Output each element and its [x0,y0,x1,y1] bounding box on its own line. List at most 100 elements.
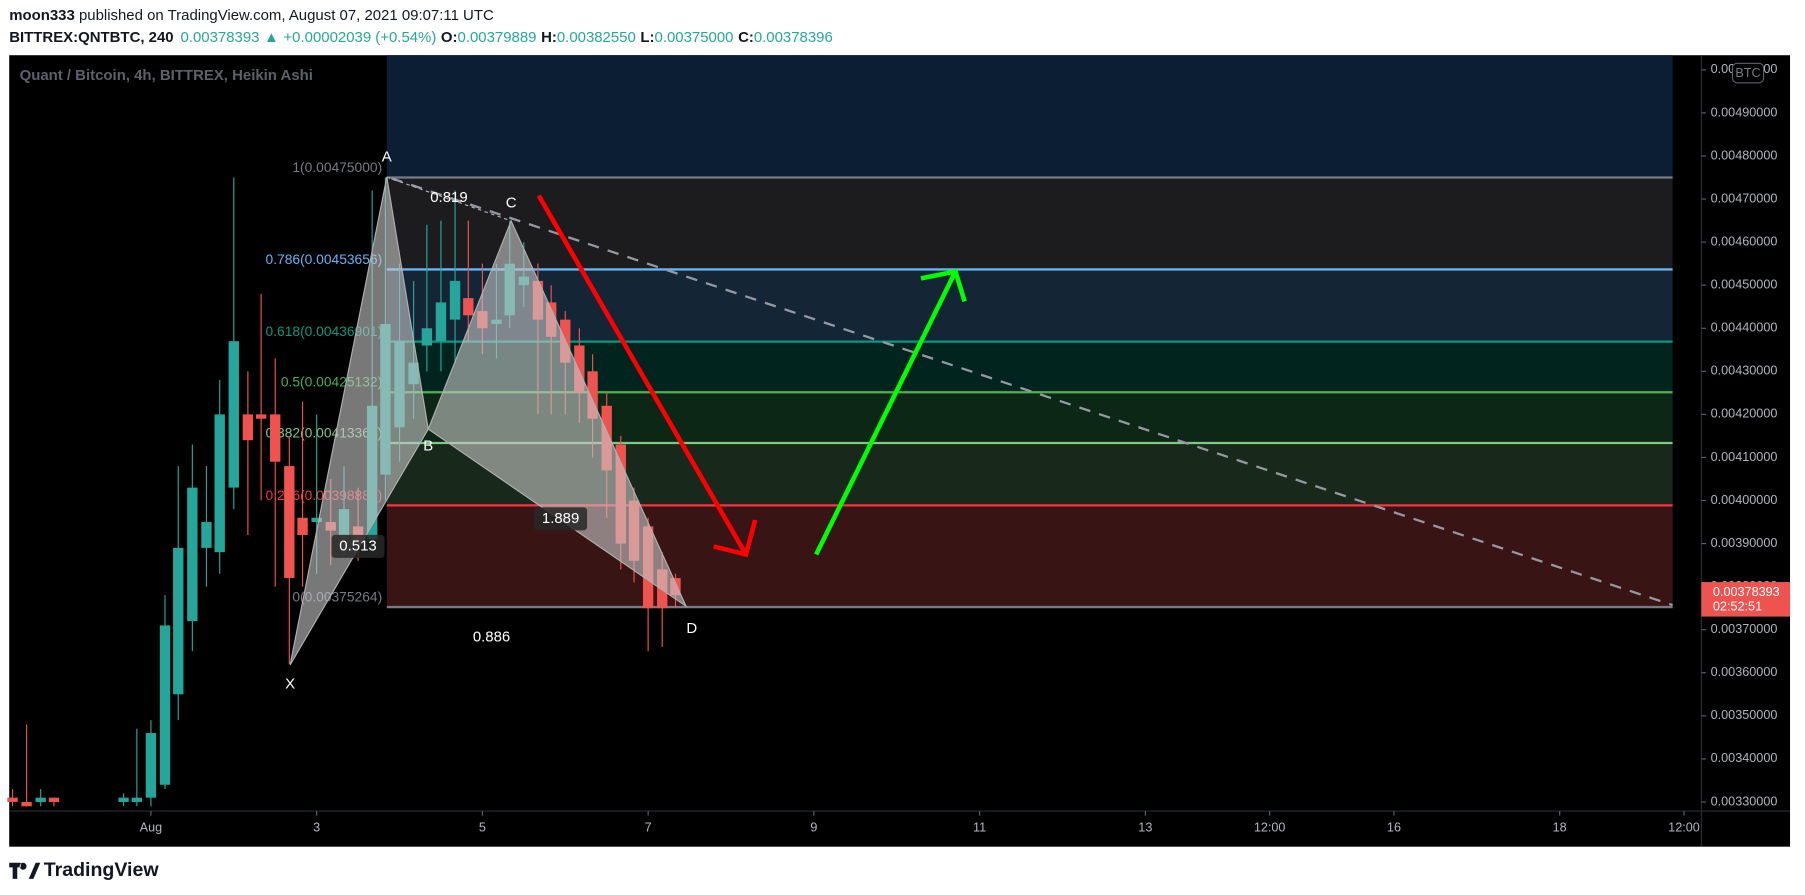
candle-body [255,414,267,419]
x-tick-label: 3 [313,821,320,835]
ratio-label: 0.886 [473,628,510,645]
y-tick-label: 0.00350000 [1711,708,1778,722]
y-tick-label: 0.00460000 [1711,234,1778,248]
trend-line [391,177,1673,607]
published: published on TradingView.com, August 07,… [75,7,494,24]
y-tick-label: 0.00440000 [1711,321,1778,335]
candle-body [214,414,225,553]
x-tick-label: 11 [973,821,986,835]
y-tick-label: 0.00340000 [1711,751,1778,765]
x-tick-label: 13 [1138,821,1152,835]
y-tick-label: 0.00470000 [1711,191,1778,205]
candle-body [587,371,598,419]
ratio-label: 0.819 [430,189,467,206]
y-tick-label: 0.00410000 [1711,450,1778,464]
candle-body [7,797,18,802]
ohlc-value: 0.00382550 [557,29,636,46]
point-label: X [285,675,295,692]
fib-band [386,177,1673,270]
point-label: B [423,437,433,454]
author: moon333 [9,7,75,24]
x-tick-label: 18 [1553,821,1567,835]
y-tick-label: 0.00330000 [1711,794,1778,808]
brand: TradingView [44,859,160,881]
ohlc-value: 0.00375000 [655,29,734,46]
fib-label: 1(0.00475000) [292,160,382,175]
change: +0.00002039 (+0.54%) [283,29,436,46]
y-tick-label: 0.00370000 [1711,622,1778,636]
fib-extension-band [386,55,1673,178]
candle-body [173,547,184,695]
candle-body [35,797,46,802]
y-tick-label: 0.00400000 [1711,493,1778,507]
candle-body [118,797,129,802]
x-tick-label: 12:00 [1254,821,1286,835]
axes: 0.00330000 0.00340000 0.00350000 0.00360000… [140,62,1791,835]
y-tick-label: 0.00490000 [1711,105,1778,119]
candle-body [297,517,308,535]
ratio-label: 1.889 [542,510,579,527]
fib-bands: 1(0.00475000) 0.786(0.00453656) 0.618(0.00… [266,160,1673,609]
last: 0.00378393 [180,29,259,46]
point-label: A [382,149,392,166]
candle-body [21,801,32,807]
last-price-tag [1701,582,1791,617]
candle-body [574,345,585,393]
y-tick-label: 0.00450000 [1711,278,1778,292]
x-tick-label: 5 [479,821,486,835]
candle-body [311,517,322,523]
quote-line: BITTREX:QNTBTC, 240 0.00378393 ▲ +0.0000203… [9,29,833,46]
fib-label: 0.786(0.00453656) [266,252,383,267]
candle-body [270,414,281,462]
pattern-ac [386,176,512,222]
ohlc-key: C: [738,29,754,46]
currency: BTC [1735,66,1760,80]
ratio-label: 0.513 [339,537,376,554]
publish-line: moon333 published on TradingView.com, Au… [9,7,494,24]
x-tick-label: 9 [810,821,817,835]
candle-body [284,466,295,579]
ohlc-key: O: [441,29,458,46]
candle-body [131,797,143,802]
countdown: 02:52:51 [1713,600,1762,614]
down-arrow [536,194,758,558]
ratio-box [331,534,385,558]
candle-body [228,341,239,488]
up-arrow [814,268,967,556]
candle-body [435,302,447,342]
x-tick-label: 7 [645,821,652,835]
drawings: X A B C D 0.819 0.513 1.889 0.886 [285,149,1673,692]
fib-label: 0.618(0.00436901) [266,324,383,339]
symbol: BITTREX:QNTBTC, 240 [9,29,173,46]
point-label: C [506,195,517,212]
y-tick-label: 0.00480000 [1711,148,1778,162]
point-label: D [686,620,697,637]
currency-badge [1731,62,1765,84]
candle-body [463,298,474,316]
chart-title: Quant / Bitcoin, 4h, BITTREX, Heikin Ash… [20,67,313,84]
candle-body [242,414,254,441]
ohlc-key: H: [541,29,557,46]
ratio-box [534,507,588,531]
candle-body [421,328,433,346]
arrow: ▲ [264,29,279,46]
fib-band [386,341,1673,393]
candle-body [187,487,198,622]
candle-body [159,625,171,785]
ohlc-value: 0.00378396 [754,29,833,46]
x-tick-label: 12:00 [1668,821,1700,835]
candle-body [48,797,60,802]
y-tick-label: 0.00430000 [1711,364,1778,378]
candle-body [145,733,157,798]
candle-body [201,522,212,548]
last-price-label: 0.00378393 [1713,585,1780,599]
candle-body [449,280,461,320]
logo [9,862,41,879]
x-tick-label: 16 [1387,821,1401,835]
x-tick-label: Aug [140,821,163,835]
y-tick-label: 0.00360000 [1711,665,1778,679]
y-tick-label: 0.00420000 [1711,407,1778,421]
y-tick-label: 0.00390000 [1711,536,1778,550]
